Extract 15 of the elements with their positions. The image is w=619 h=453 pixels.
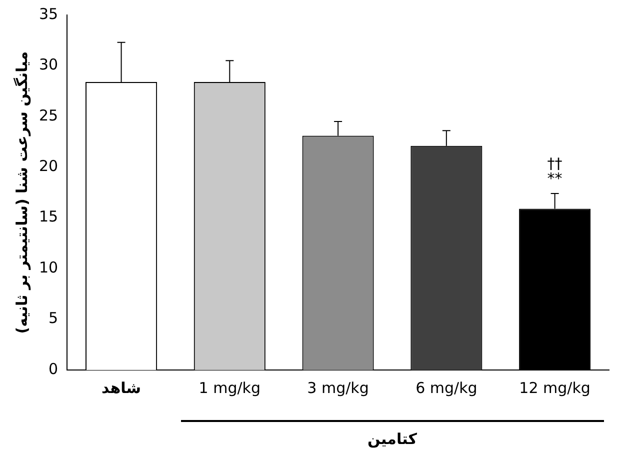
x-tick-label: 1 mg/kg [198,378,261,397]
y-axis-title: میانگین سرعت شنا (سانتیمتر بر ثانیه) [12,51,31,334]
x-axis-title: کتامین [368,430,417,448]
y-tick-label: 35 [38,4,58,23]
y-tick-label: 25 [38,106,58,124]
x-tick-label: 12 mg/kg [519,378,590,397]
y-tick-label: 10 [38,258,58,276]
y-tick-label: 5 [48,309,58,328]
y-tick-label: 20 [38,157,58,176]
y-tick-label: 30 [38,56,58,74]
x-tick-label: 6 mg/kg [416,378,478,397]
y-tick-label: 0 [48,360,58,378]
x-tick-label: 3 mg/kg [307,378,369,397]
y-tick-label: 15 [38,208,58,226]
x-tick-label: شاهد [102,378,142,397]
